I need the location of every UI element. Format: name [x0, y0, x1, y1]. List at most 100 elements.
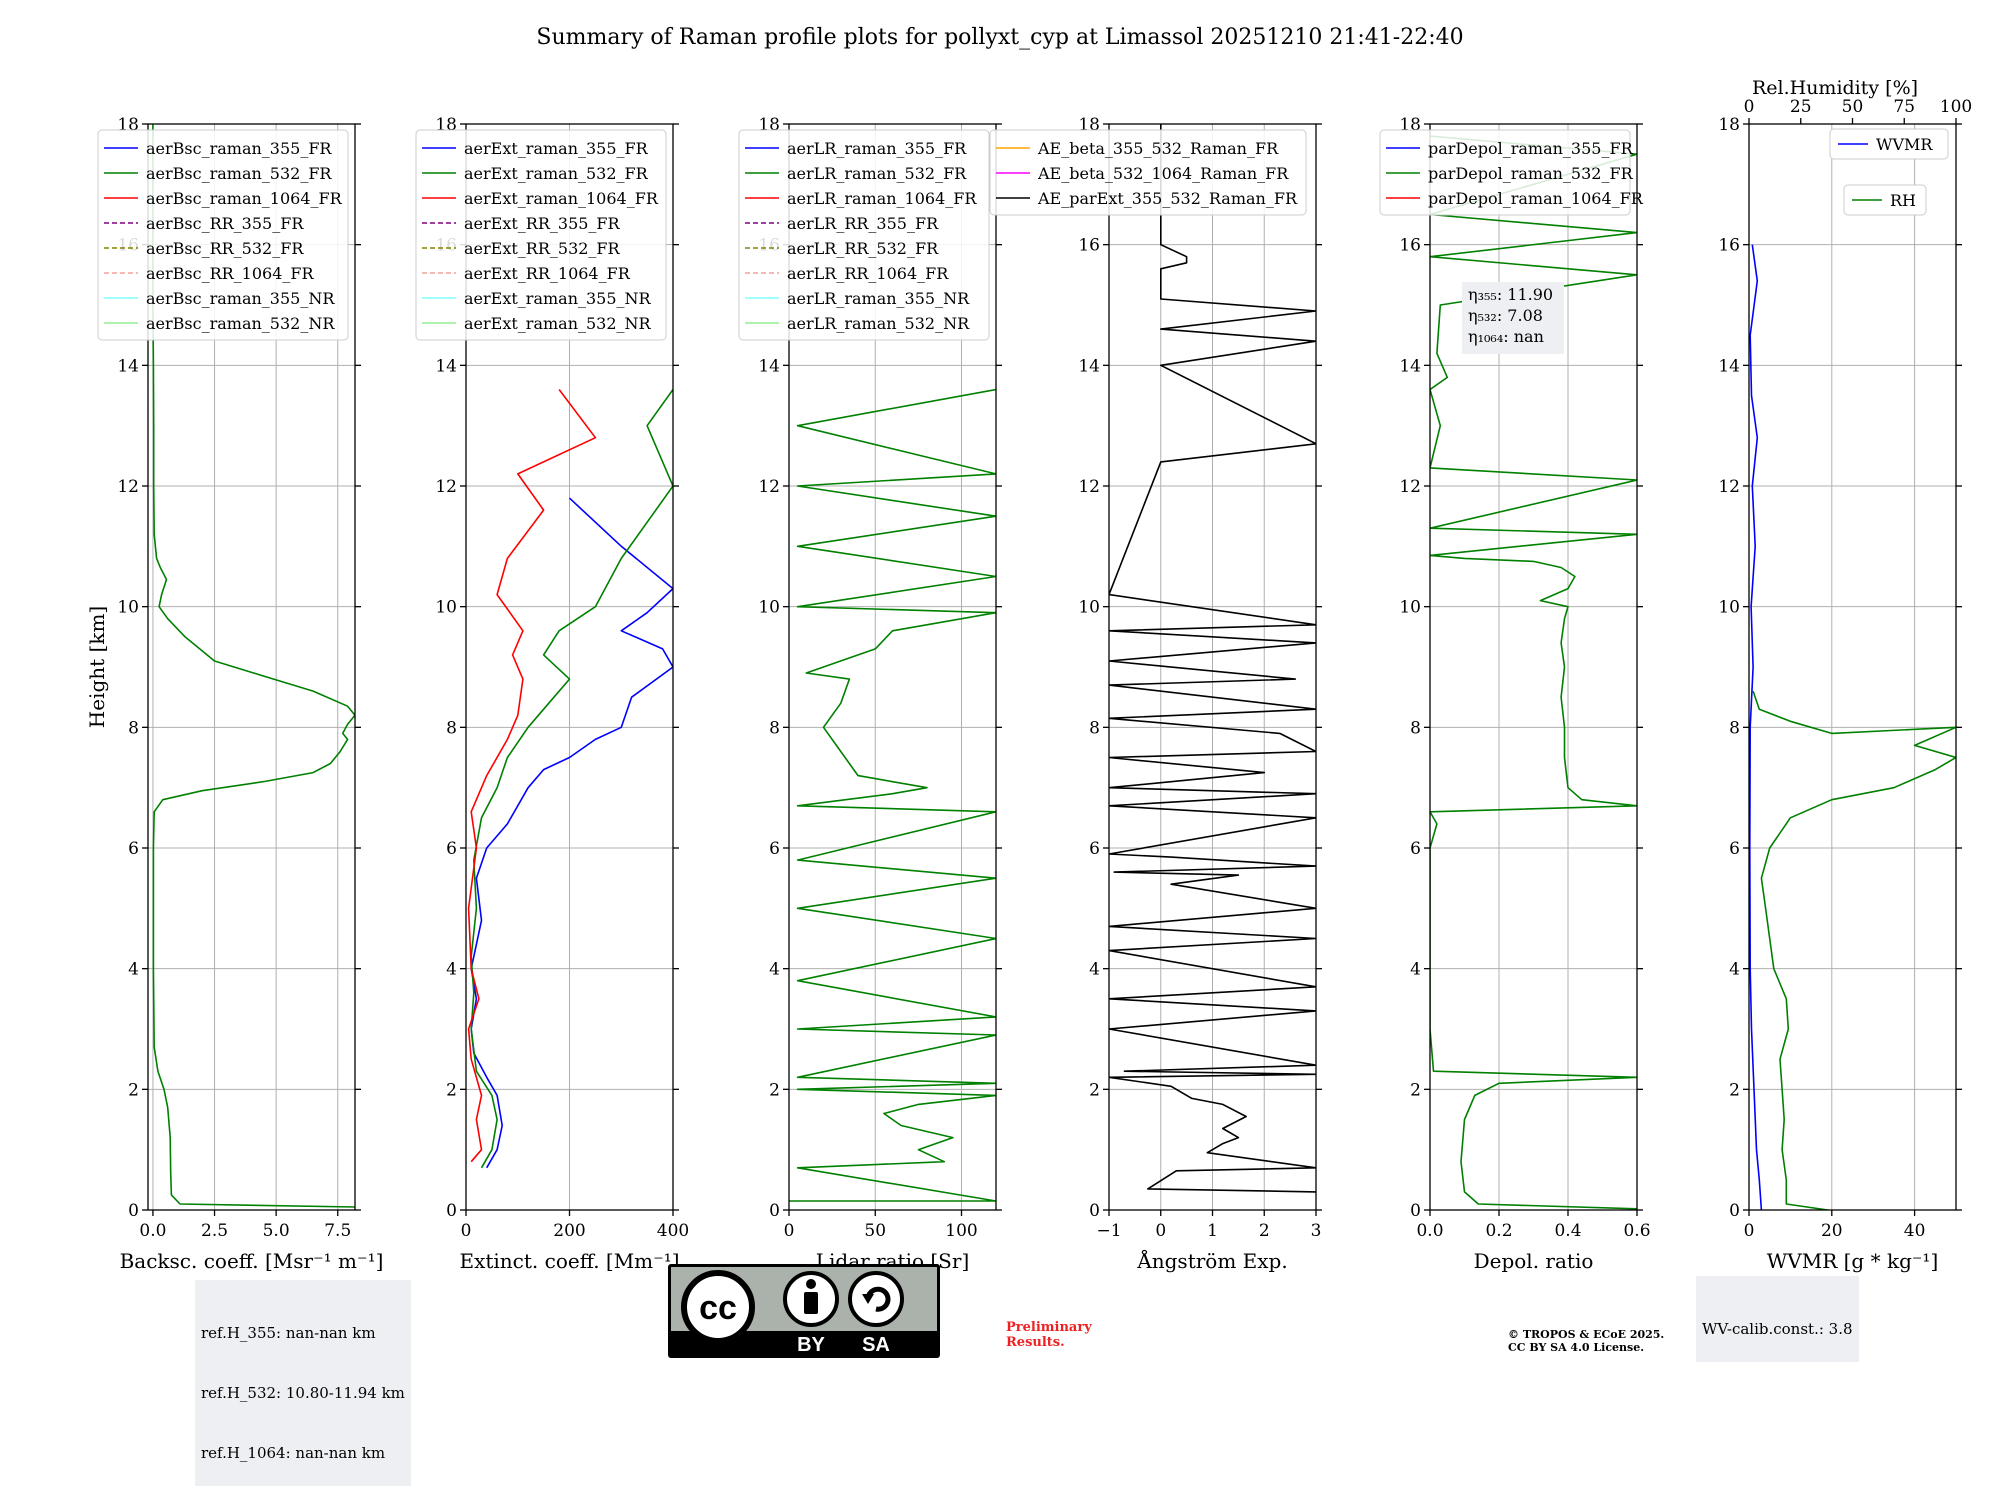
ref-height-box: ref.H_355: nan-nan km ref.H_532: 10.80-1…	[195, 1280, 411, 1486]
legend-label: AE_beta_355_532_Raman_FR	[1037, 139, 1279, 158]
y-axis-label: Height [km]	[85, 606, 109, 728]
y-tick-label: 12	[1399, 477, 1421, 497]
y-tick-label: 10	[1399, 598, 1421, 618]
rh-tick-label: 25	[1790, 97, 1812, 117]
y-tick-label: 2	[769, 1080, 780, 1100]
y-tick-label: 0	[1410, 1201, 1421, 1221]
x-tick-label: 1	[1207, 1221, 1218, 1241]
x-tick-label: 0.4	[1554, 1221, 1581, 1241]
y-tick-label: 8	[1410, 718, 1421, 738]
legend-box	[1843, 184, 1927, 216]
legend-label: aerExt_raman_532_FR	[464, 164, 649, 183]
y-tick-label: 4	[769, 960, 780, 980]
series-line-AE_parExt_355_532_Raman_FR	[1109, 124, 1316, 1193]
y-tick-label: 16	[1078, 236, 1100, 256]
y-tick-label: 12	[1718, 477, 1740, 497]
legend-label: aerLR_raman_532_FR	[787, 164, 967, 183]
y-tick-label: 12	[117, 477, 139, 497]
legend-box	[1829, 128, 1949, 160]
legend-label: aerLR_raman_355_FR	[787, 139, 967, 158]
x-axis-label: Ångström Exp.	[1136, 1248, 1287, 1273]
legend-box	[415, 129, 667, 341]
y-tick-label: 2	[446, 1080, 457, 1100]
legend-box	[97, 129, 349, 341]
rh-tick-label: 100	[1940, 97, 1972, 117]
x-tick-label: 7.5	[324, 1221, 351, 1241]
y-tick-label: 0	[1729, 1201, 1740, 1221]
preliminary-line-1: Preliminary	[1006, 1320, 1092, 1335]
y-tick-label: 6	[1729, 839, 1740, 859]
x-tick-label: 0.6	[1623, 1221, 1650, 1241]
y-tick-label: 8	[1729, 718, 1740, 738]
legend-label: aerLR_RR_355_FR	[787, 214, 939, 233]
x-tick-label: 2.5	[201, 1221, 228, 1241]
legend-label: aerLR_RR_1064_FR	[787, 264, 949, 283]
panel-frame	[1429, 123, 1638, 1211]
copyright-line-1: © TROPOS & ECoE 2025.	[1508, 1328, 1665, 1341]
legend-label: aerBsc_raman_532_NR	[146, 314, 335, 333]
legend-label: aerBsc_RR_532_FR	[146, 239, 304, 258]
series-group	[789, 388, 996, 1202]
cc-icon: cc	[699, 1289, 737, 1327]
panel-frame	[147, 123, 356, 1211]
legend-label: aerBsc_raman_355_FR	[146, 139, 332, 158]
y-tick-label: 10	[1718, 598, 1740, 618]
x-axis-label: Backsc. coeff. [Msr⁻¹ m⁻¹]	[120, 1249, 384, 1273]
copyright-line-2: CC BY SA 4.0 License.	[1508, 1341, 1645, 1354]
y-tick-label: 4	[1410, 960, 1421, 980]
y-tick-label: 4	[1089, 960, 1100, 980]
y-tick-label: 18	[1718, 115, 1740, 135]
license-sa-label: SA	[862, 1334, 890, 1356]
series-line-RH	[1752, 690, 1956, 1210]
x-tick-label: 50	[864, 1221, 886, 1241]
y-tick-label: 4	[128, 960, 139, 980]
series-group	[1749, 244, 1956, 1210]
y-tick-label: 10	[435, 598, 457, 618]
y-tick-label: 6	[769, 839, 780, 859]
legend-label: aerExt_raman_355_NR	[464, 289, 652, 308]
legend-box	[989, 129, 1307, 216]
y-tick-label: 2	[1089, 1080, 1100, 1100]
legend-label: RH	[1890, 191, 1916, 210]
panel-frame	[1748, 123, 1957, 1211]
y-tick-label: 8	[128, 718, 139, 738]
rh-tick-label: 0	[1744, 97, 1755, 117]
preliminary-note: Preliminary Results.	[1006, 1320, 1092, 1350]
series-line-aerExt_raman_355_FR	[470, 497, 673, 1169]
legend-label: parDepol_raman_532_FR	[1428, 164, 1634, 183]
y-tick-label: 10	[1078, 598, 1100, 618]
y-tick-label: 14	[758, 356, 780, 376]
y-tick-label: 0	[769, 1201, 780, 1221]
legend-label: aerLR_raman_1064_FR	[787, 189, 977, 208]
license-by-label: BY	[797, 1334, 825, 1356]
y-tick-label: 4	[446, 960, 457, 980]
series-line-aerBsc_raman_532_FR	[152, 124, 355, 1208]
legend-label: aerExt_RR_532_FR	[464, 239, 621, 258]
legend-label: aerExt_raman_1064_FR	[464, 189, 659, 208]
legend-label: aerLR_raman_355_NR	[787, 289, 970, 308]
y-tick-label: 6	[1410, 839, 1421, 859]
legend-label: aerBsc_raman_1064_FR	[146, 189, 343, 208]
legend-label: aerBsc_raman_532_FR	[146, 164, 332, 183]
x-tick-label: 0	[1744, 1221, 1755, 1241]
series-line-aerExt_raman_532_FR	[470, 389, 673, 1169]
series-group	[467, 389, 673, 1169]
y-tick-label: 2	[1410, 1080, 1421, 1100]
rh-axis-label: Rel.Humidity [%]	[1752, 77, 1918, 99]
x-axis-label: Extinct. coeff. [Mm⁻¹]	[459, 1249, 679, 1273]
y-tick-label: 14	[117, 356, 139, 376]
series-group	[152, 124, 355, 1208]
eta-value: η₁₀₆₄: nan	[1468, 327, 1544, 346]
legend-label: aerBsc_RR_1064_FR	[146, 264, 315, 283]
series-line-parDepol_raman_532_FR	[1430, 135, 1637, 1210]
wv-calib-const: WV-calib.const.: 3.8	[1702, 1320, 1853, 1338]
y-tick-label: 12	[1078, 477, 1100, 497]
series-line-WVMR	[1749, 244, 1763, 1210]
y-tick-label: 6	[1089, 839, 1100, 859]
y-tick-label: 8	[446, 718, 457, 738]
preliminary-line-2: Results.	[1006, 1335, 1065, 1350]
legend-box	[1379, 129, 1631, 216]
